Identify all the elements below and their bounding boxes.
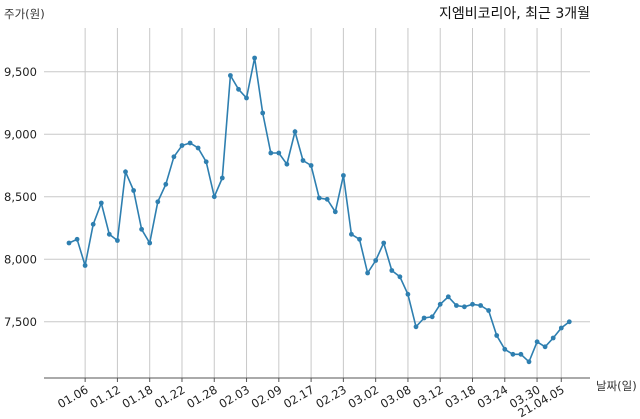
price-point [365,270,370,276]
y-axis-label: 주가(원) [4,7,45,21]
price-point [389,268,395,273]
x-tick-label: 01.18 [120,382,156,411]
price-point [106,231,112,237]
price-point [292,129,298,135]
price-point [454,303,459,308]
x-tick-label: 01.22 [152,382,188,411]
price-point [187,140,193,146]
price-point [542,344,548,350]
price-point [429,314,435,320]
price-point [203,159,209,165]
price-point [228,73,233,78]
price-point [252,55,257,61]
price-point [284,161,290,167]
price-point [195,145,201,151]
price-point [276,150,282,156]
price-point [332,209,338,215]
x-tick-label: 02.17 [281,382,317,411]
price-point [131,188,137,193]
price-point [550,335,556,341]
x-tick-label: 02.23 [313,382,349,411]
price-point [462,304,467,310]
x-tick-label: 01.06 [55,382,91,411]
price-point [494,333,500,338]
price-point [211,194,217,200]
price-point [244,95,249,101]
price-point [413,324,419,330]
chart-title: 지엠비코리아, 최근 3개월 [439,6,590,22]
price-point [349,231,354,237]
x-axis-label: 날짜(일) [596,379,637,393]
price-point [115,238,120,243]
x-tick-label: 03.08 [378,382,414,411]
price-data-points [66,55,572,365]
price-point [236,86,241,92]
price-point [445,294,451,300]
axes [44,377,590,382]
price-point [421,315,427,321]
price-point [139,226,145,232]
price-point [316,195,322,201]
price-point [558,325,564,331]
price-point [260,110,266,116]
price-point [74,236,80,242]
price-point [155,199,161,205]
price-point [308,163,314,168]
x-tick-label: 02.03 [217,382,253,411]
price-point [518,351,524,357]
x-tick-label: 03.12 [410,382,446,411]
x-tick-label: 03.18 [442,382,478,411]
x-tick-label: 01.12 [87,382,123,411]
price-point [66,240,72,246]
price-point [123,169,128,175]
y-tick-label: 7,500 [4,315,37,329]
price-point [534,339,540,345]
price-point [478,303,483,308]
price-point [82,263,88,268]
x-tick-labels: 01.0601.1201.1801.2201.2802.0302.0902.17… [55,382,567,419]
grid-lines [44,28,590,378]
price-point [381,240,387,246]
price-point [268,150,274,156]
price-point [147,240,153,246]
price-point [163,181,169,187]
price-point [324,196,330,202]
price-point [566,319,572,325]
x-tick-label: 03.24 [475,382,511,411]
x-tick-label: 01.28 [184,382,220,411]
price-point [373,258,379,263]
y-tick-label: 8,000 [4,252,37,266]
price-point [510,351,516,357]
price-point [179,143,185,148]
x-tick-label: 02.09 [249,382,285,411]
price-point [502,346,508,352]
y-tick-labels: 7,500 8,000 8,500 9,000 9,500 [4,65,37,329]
price-series-line [68,57,570,364]
price-point [300,158,306,163]
price-point [341,173,346,178]
price-point [486,308,491,313]
price-point [405,291,411,297]
price-point [437,301,443,307]
price-point [90,221,96,227]
y-tick-label: 9,000 [4,127,37,141]
price-point [526,359,532,365]
x-tick-label: 03.02 [346,382,382,411]
price-point [397,274,403,280]
price-point [357,236,362,242]
price-point [470,301,475,307]
y-tick-label: 9,500 [4,65,37,79]
y-tick-label: 8,500 [4,190,37,204]
price-point [219,175,225,181]
price-point [171,154,177,160]
price-point [98,200,104,206]
